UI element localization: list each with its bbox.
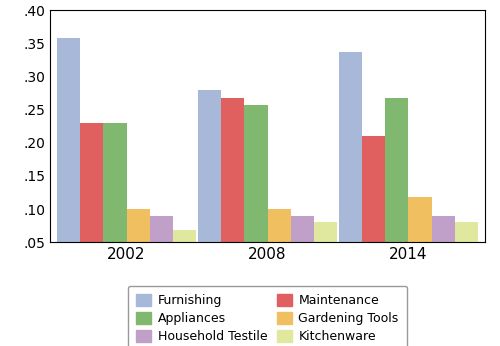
Legend: Furnishing, Appliances, Household Testile, Maintenance, Gardening Tools, Kitchen: Furnishing, Appliances, Household Testil… <box>128 285 407 346</box>
Bar <box>386 98 408 275</box>
Bar <box>126 209 150 275</box>
Bar <box>362 136 386 275</box>
Bar <box>268 209 290 275</box>
Bar <box>150 216 173 275</box>
Bar <box>104 123 126 275</box>
Bar <box>408 197 432 275</box>
Bar <box>244 105 268 275</box>
Bar <box>57 38 80 275</box>
Bar <box>290 216 314 275</box>
Bar <box>314 222 337 275</box>
Bar <box>198 90 221 275</box>
Bar <box>221 98 244 275</box>
Bar <box>173 230 196 275</box>
Bar <box>455 222 478 275</box>
Bar <box>80 123 104 275</box>
Bar <box>339 52 362 275</box>
Bar <box>432 216 455 275</box>
